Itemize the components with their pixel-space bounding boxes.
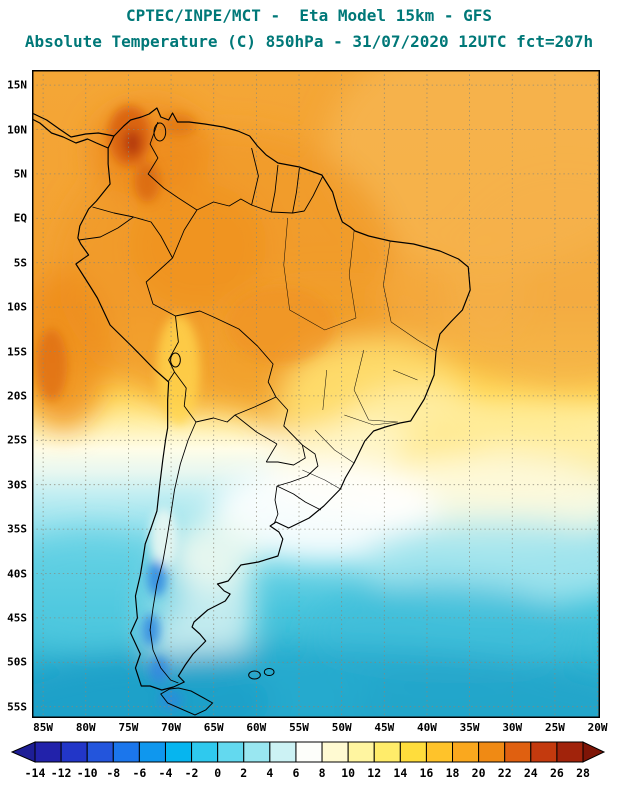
colorbar-tick-label: -12 xyxy=(50,766,72,780)
lat-tick-label: 5S xyxy=(13,256,27,270)
lon-tick-label: 70W xyxy=(161,721,181,734)
colorbar xyxy=(10,741,608,763)
colorbar-cell xyxy=(347,741,375,763)
lon-tick-label: 75W xyxy=(118,721,139,734)
lon-tick-label: 60W xyxy=(246,721,267,734)
colorbar-cell xyxy=(217,741,245,763)
colorbar-tick-label: 16 xyxy=(419,766,434,780)
lat-tick-label: 10S xyxy=(7,300,27,314)
colorbar-tick-label: 18 xyxy=(445,766,460,780)
lon-tick-label: 65W xyxy=(203,721,224,734)
colorbar-tick-label: -10 xyxy=(76,766,98,780)
lon-tick-label: 85W xyxy=(33,721,54,734)
lon-tick-label: 40W xyxy=(417,721,437,734)
colorbar-cell xyxy=(373,741,401,763)
colorbar-tick-label: 4 xyxy=(266,766,274,780)
colorbar-cell xyxy=(269,741,297,763)
colorbar-tick-label: 26 xyxy=(549,766,564,780)
colorbar-cell xyxy=(399,741,427,763)
colorbar-cell xyxy=(138,741,166,763)
colorbar-cell xyxy=(530,741,558,763)
lat-tick-label: 20S xyxy=(7,389,27,403)
colorbar-labels: -14 -12 -10 -8 -6 -4 -2 0 2 4 6 8 10 12 14 16 18 20 22 24 26… xyxy=(10,766,614,781)
colorbar-tick-label: 20 xyxy=(471,766,486,780)
lon-axis: 85W 80W 75W 70W 65W 60W 55W 50W 45W 40W 35W 30W 25W 2… xyxy=(32,721,607,735)
chart-title-line2: Absolute Temperature (C) 850hPa - 31/07/… xyxy=(24,32,594,51)
lat-tick-label: 25S xyxy=(7,433,27,447)
colorbar-cell xyxy=(60,741,88,763)
colorbar-tick-label: -14 xyxy=(24,766,46,780)
colorbar-tick-label: -8 xyxy=(106,766,121,780)
colorbar-cell xyxy=(164,741,193,763)
lon-tick-label: 80W xyxy=(75,721,96,734)
lat-tick-label: 30S xyxy=(7,478,27,492)
colorbar-arrow-right xyxy=(582,741,606,763)
colorbar-tick-label: 28 xyxy=(576,766,590,780)
colorbar-tick-label: 10 xyxy=(341,766,356,780)
country-borders xyxy=(78,121,324,684)
lat-tick-label: 15N xyxy=(7,78,27,92)
lat-tick-label: EQ xyxy=(13,211,27,225)
lon-tick-label: 45W xyxy=(374,721,395,734)
colorbar-tick-label: 2 xyxy=(240,766,248,780)
lat-tick-label: 40S xyxy=(7,567,27,580)
colorbar-cell xyxy=(112,741,140,763)
colorbar-tick-label: 14 xyxy=(393,766,408,780)
islands xyxy=(160,668,275,716)
colorbar-cell xyxy=(452,741,480,763)
temperature-field xyxy=(32,70,600,718)
map-canvas xyxy=(32,70,600,718)
state-borders xyxy=(283,217,437,490)
lakes xyxy=(153,122,181,368)
colorbar-arrow-left xyxy=(10,741,36,763)
lat-tick-label: 50S xyxy=(7,655,27,669)
lon-tick-label: 30W xyxy=(502,721,523,734)
colorbar-tick-label: 6 xyxy=(292,766,300,780)
lat-tick-label: 55S xyxy=(7,700,27,714)
colorbar-cell xyxy=(243,741,271,763)
colorbar-cell xyxy=(191,741,219,763)
lat-tick-label: 5N xyxy=(13,167,27,181)
colorbar-cell xyxy=(556,741,584,763)
graticule xyxy=(32,70,600,718)
colorbar-tick-label: -4 xyxy=(158,766,173,780)
colorbar-cell xyxy=(478,741,506,763)
lat-tick-label: 35S xyxy=(7,522,27,536)
colorbar-tick-label: -6 xyxy=(132,766,147,780)
colorbar-tick-label: 24 xyxy=(523,766,538,780)
coastline xyxy=(32,107,471,691)
colorbar-cell xyxy=(34,741,62,763)
colorbar-cell xyxy=(425,741,454,763)
lat-tick-label: 45S xyxy=(7,611,27,625)
lon-tick-label: 25W xyxy=(544,721,565,734)
lon-tick-label: 35W xyxy=(459,721,480,734)
colorbar-cell xyxy=(504,741,532,763)
colorbar-tick-label: 22 xyxy=(497,766,512,780)
colorbar-cell xyxy=(86,741,114,763)
chart-title-line1: CPTEC/INPE/MCT - Eta Model 15km - GFS xyxy=(125,6,493,25)
lon-tick-label: 20W xyxy=(587,721,608,734)
lon-tick-label: 55W xyxy=(289,721,309,734)
colorbar-cell xyxy=(321,741,349,763)
lat-tick-label: 15S xyxy=(7,345,27,358)
colorbar-tick-label: 0 xyxy=(214,766,222,780)
lat-axis: 15N 10N 5N EQ 5S 10S 15S 20S 25S 30S 35S 40S 45S 50S 5… xyxy=(0,70,29,718)
colorbar-cell xyxy=(295,741,323,763)
colorbar-tick-label: 12 xyxy=(367,766,382,780)
colorbar-tick-label: 8 xyxy=(318,766,326,780)
colorbar-tick-label: -2 xyxy=(184,766,199,780)
lon-tick-label: 50W xyxy=(331,721,352,734)
lat-tick-label: 10N xyxy=(7,123,27,136)
map-frame xyxy=(32,70,600,718)
